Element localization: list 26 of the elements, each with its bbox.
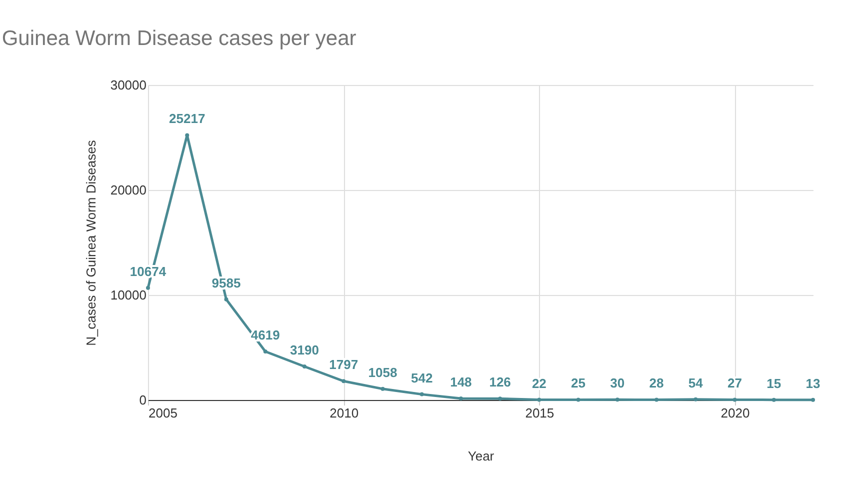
data-label: 1058 xyxy=(368,364,398,380)
data-label: 25 xyxy=(571,376,586,391)
data-label: 54 xyxy=(688,375,704,390)
data-label: 13 xyxy=(806,376,820,391)
y-tick-label: 30000 xyxy=(110,78,146,92)
x-tick-label: 2010 xyxy=(330,406,359,420)
data-label: 1797 xyxy=(329,357,358,372)
x-axis-title: Year xyxy=(468,448,495,464)
y-tick-label: 20000 xyxy=(110,182,146,198)
data-label: 25217 xyxy=(169,111,206,126)
x-tick-label: 2005 xyxy=(148,406,178,420)
y-tick-label: 0 xyxy=(139,392,146,408)
y-tick-label: 10000 xyxy=(110,288,146,302)
data-label: 126 xyxy=(489,374,511,390)
data-label: 3190 xyxy=(290,342,319,358)
data-label: 30 xyxy=(610,376,625,391)
x-tick-label: 2020 xyxy=(720,406,750,420)
data-label: 22 xyxy=(532,376,546,391)
data-label: 28 xyxy=(649,376,664,391)
y-axis-title: N_cases of Guinea Worm Diseases xyxy=(83,140,98,346)
chart-title: Guinea Worm Disease cases per year xyxy=(2,27,356,50)
data-label: 542 xyxy=(410,370,433,386)
data-label: 15 xyxy=(766,376,782,391)
data-label: 27 xyxy=(728,376,742,391)
data-label: 148 xyxy=(450,374,472,390)
x-tick-label: 2015 xyxy=(525,406,554,420)
